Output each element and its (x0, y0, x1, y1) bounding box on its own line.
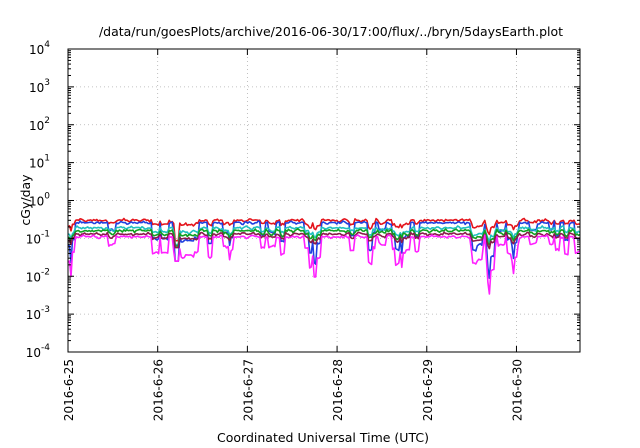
y-tick-label: 10-2 (26, 267, 50, 284)
y-tick-label: 101 (29, 154, 50, 171)
series-line (67, 217, 581, 242)
y-tick-label: 10-4 (26, 343, 51, 360)
x-axis: 2016-6-25 2016-6-26 2016-6-27 2016-6-28 2016… (62, 49, 524, 421)
x-tick-label: 2016-6-25 (62, 359, 76, 421)
series-line (67, 231, 581, 250)
series-line (67, 225, 581, 246)
y-tick-label: 103 (29, 78, 50, 95)
x-tick-label: 2016-6-27 (241, 359, 255, 421)
x-tick-label: 2016-6-26 (152, 359, 166, 421)
y-tick-label: 10-3 (26, 305, 50, 322)
x-tick-label: 2016-6-28 (331, 359, 345, 421)
y-tick-label: 10-1 (26, 229, 50, 246)
chart-title: /data/run/goesPlots/archive/2016-06-30/1… (99, 24, 563, 39)
series-line (67, 234, 581, 295)
series-line (67, 228, 581, 247)
y-tick-label: 104 (29, 40, 50, 57)
y-tick-label: 102 (29, 116, 50, 133)
x-tick-label: 2016-6-29 (421, 359, 435, 421)
y-axis-label: cGy/day (18, 174, 33, 226)
grid (68, 49, 580, 352)
series-layer (67, 217, 581, 295)
x-axis-label: Coordinated Universal Time (UTC) (217, 430, 429, 445)
x-tick-label: 2016-6-30 (510, 359, 524, 421)
